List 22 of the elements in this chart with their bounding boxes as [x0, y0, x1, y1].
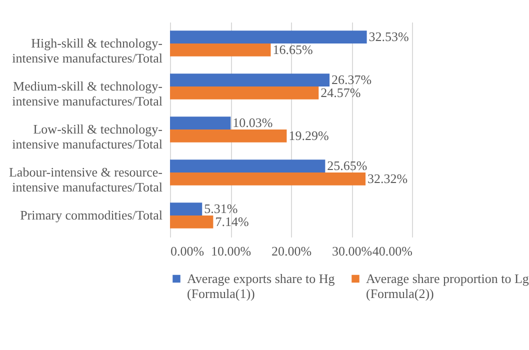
data-label: 32.32%: [368, 170, 408, 186]
data-label: 25.65%: [327, 158, 368, 174]
x-tick-label: 0.00%: [170, 244, 204, 258]
x-tick-label: 30.00%: [332, 244, 372, 258]
data-label: 16.65%: [272, 42, 313, 57]
data-label: 32.53%: [368, 29, 410, 44]
data-label: 10.03%: [232, 115, 273, 130]
y-tick-label: Medium-skill & technology- intensive manufactures/Total: [12, 78, 163, 108]
data-label: 26.37%: [332, 72, 372, 88]
data-label: 7.14%: [215, 214, 249, 229]
y-tick-label: Labour-intensive & resource- intensive manufactures/Total: [8, 164, 163, 194]
x-tick-label: 20.00%: [271, 244, 312, 258]
data-label: 19.29%: [288, 128, 329, 143]
legend-label: Average exports share to Hg (Formula(1)): [187, 270, 336, 301]
x-tick-label: 10.00%: [210, 244, 252, 258]
y-tick-label: Primary commodities/Total: [20, 208, 163, 222]
data-label: 5.31%: [204, 201, 238, 216]
x-tick-label: 40.00%: [372, 244, 413, 258]
y-tick-label: Low-skill & technology- intensive manufactures/Total: [12, 122, 163, 152]
y-tick-label: High-skill & technology- intensive manufactures/Total: [12, 36, 163, 66]
data-label: 24.57%: [320, 84, 361, 100]
legend-label: Average share proportion to Lg (Formula(2)): [366, 270, 529, 301]
